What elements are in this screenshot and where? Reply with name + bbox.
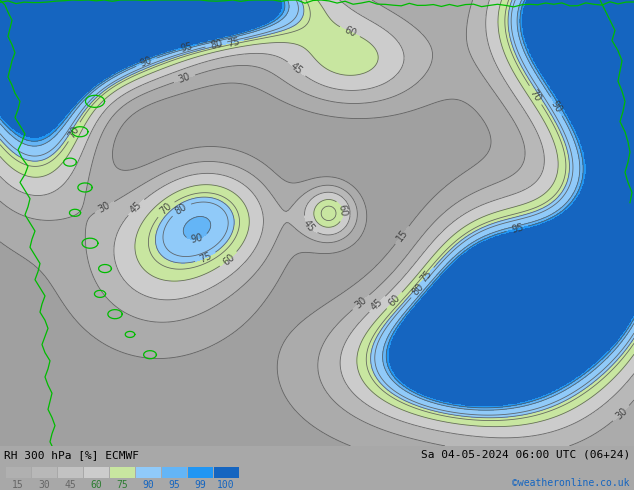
Bar <box>84 467 109 478</box>
Text: 15: 15 <box>394 227 410 243</box>
Text: 30: 30 <box>38 480 50 490</box>
Text: 30: 30 <box>97 200 112 215</box>
Text: ©weatheronline.co.uk: ©weatheronline.co.uk <box>512 478 630 488</box>
Text: 30: 30 <box>177 72 192 85</box>
Text: 95: 95 <box>168 480 180 490</box>
Text: 60: 60 <box>342 24 358 39</box>
Bar <box>110 467 135 478</box>
Text: 90: 90 <box>139 55 154 69</box>
Text: 90: 90 <box>190 233 204 245</box>
Text: 60: 60 <box>221 251 236 267</box>
Text: 90: 90 <box>549 98 564 114</box>
Text: 95: 95 <box>179 41 194 53</box>
Text: 70: 70 <box>158 201 174 217</box>
Bar <box>188 467 213 478</box>
Bar <box>136 467 161 478</box>
Text: 70: 70 <box>67 124 82 140</box>
Text: 80: 80 <box>209 38 223 50</box>
Bar <box>162 467 187 478</box>
Text: Sa 04-05-2024 06:00 UTC (06+24): Sa 04-05-2024 06:00 UTC (06+24) <box>421 450 630 460</box>
Text: 75: 75 <box>226 36 240 49</box>
Bar <box>58 467 83 478</box>
Text: 100: 100 <box>217 480 235 490</box>
Bar <box>32 467 57 478</box>
Text: 99: 99 <box>194 480 206 490</box>
Text: 45: 45 <box>288 61 304 77</box>
Text: 45: 45 <box>370 296 385 312</box>
Text: 30: 30 <box>353 294 369 310</box>
Text: 30: 30 <box>613 406 629 421</box>
Text: 45: 45 <box>64 480 76 490</box>
Text: 60: 60 <box>387 293 402 308</box>
Bar <box>6 467 31 478</box>
Text: 45: 45 <box>128 199 144 215</box>
Text: 80: 80 <box>411 281 426 297</box>
Text: 75: 75 <box>418 268 434 284</box>
Text: 80: 80 <box>173 201 189 217</box>
Text: 45: 45 <box>301 218 316 234</box>
Text: 60: 60 <box>90 480 102 490</box>
Text: 70: 70 <box>528 87 543 103</box>
Text: 90: 90 <box>142 480 154 490</box>
Bar <box>214 467 239 478</box>
Text: 75: 75 <box>116 480 128 490</box>
Text: 60: 60 <box>337 204 349 218</box>
Text: 15: 15 <box>12 480 24 490</box>
Text: 95: 95 <box>510 222 524 235</box>
Text: 75: 75 <box>198 250 214 265</box>
Text: RH 300 hPa [%] ECMWF: RH 300 hPa [%] ECMWF <box>4 450 139 460</box>
